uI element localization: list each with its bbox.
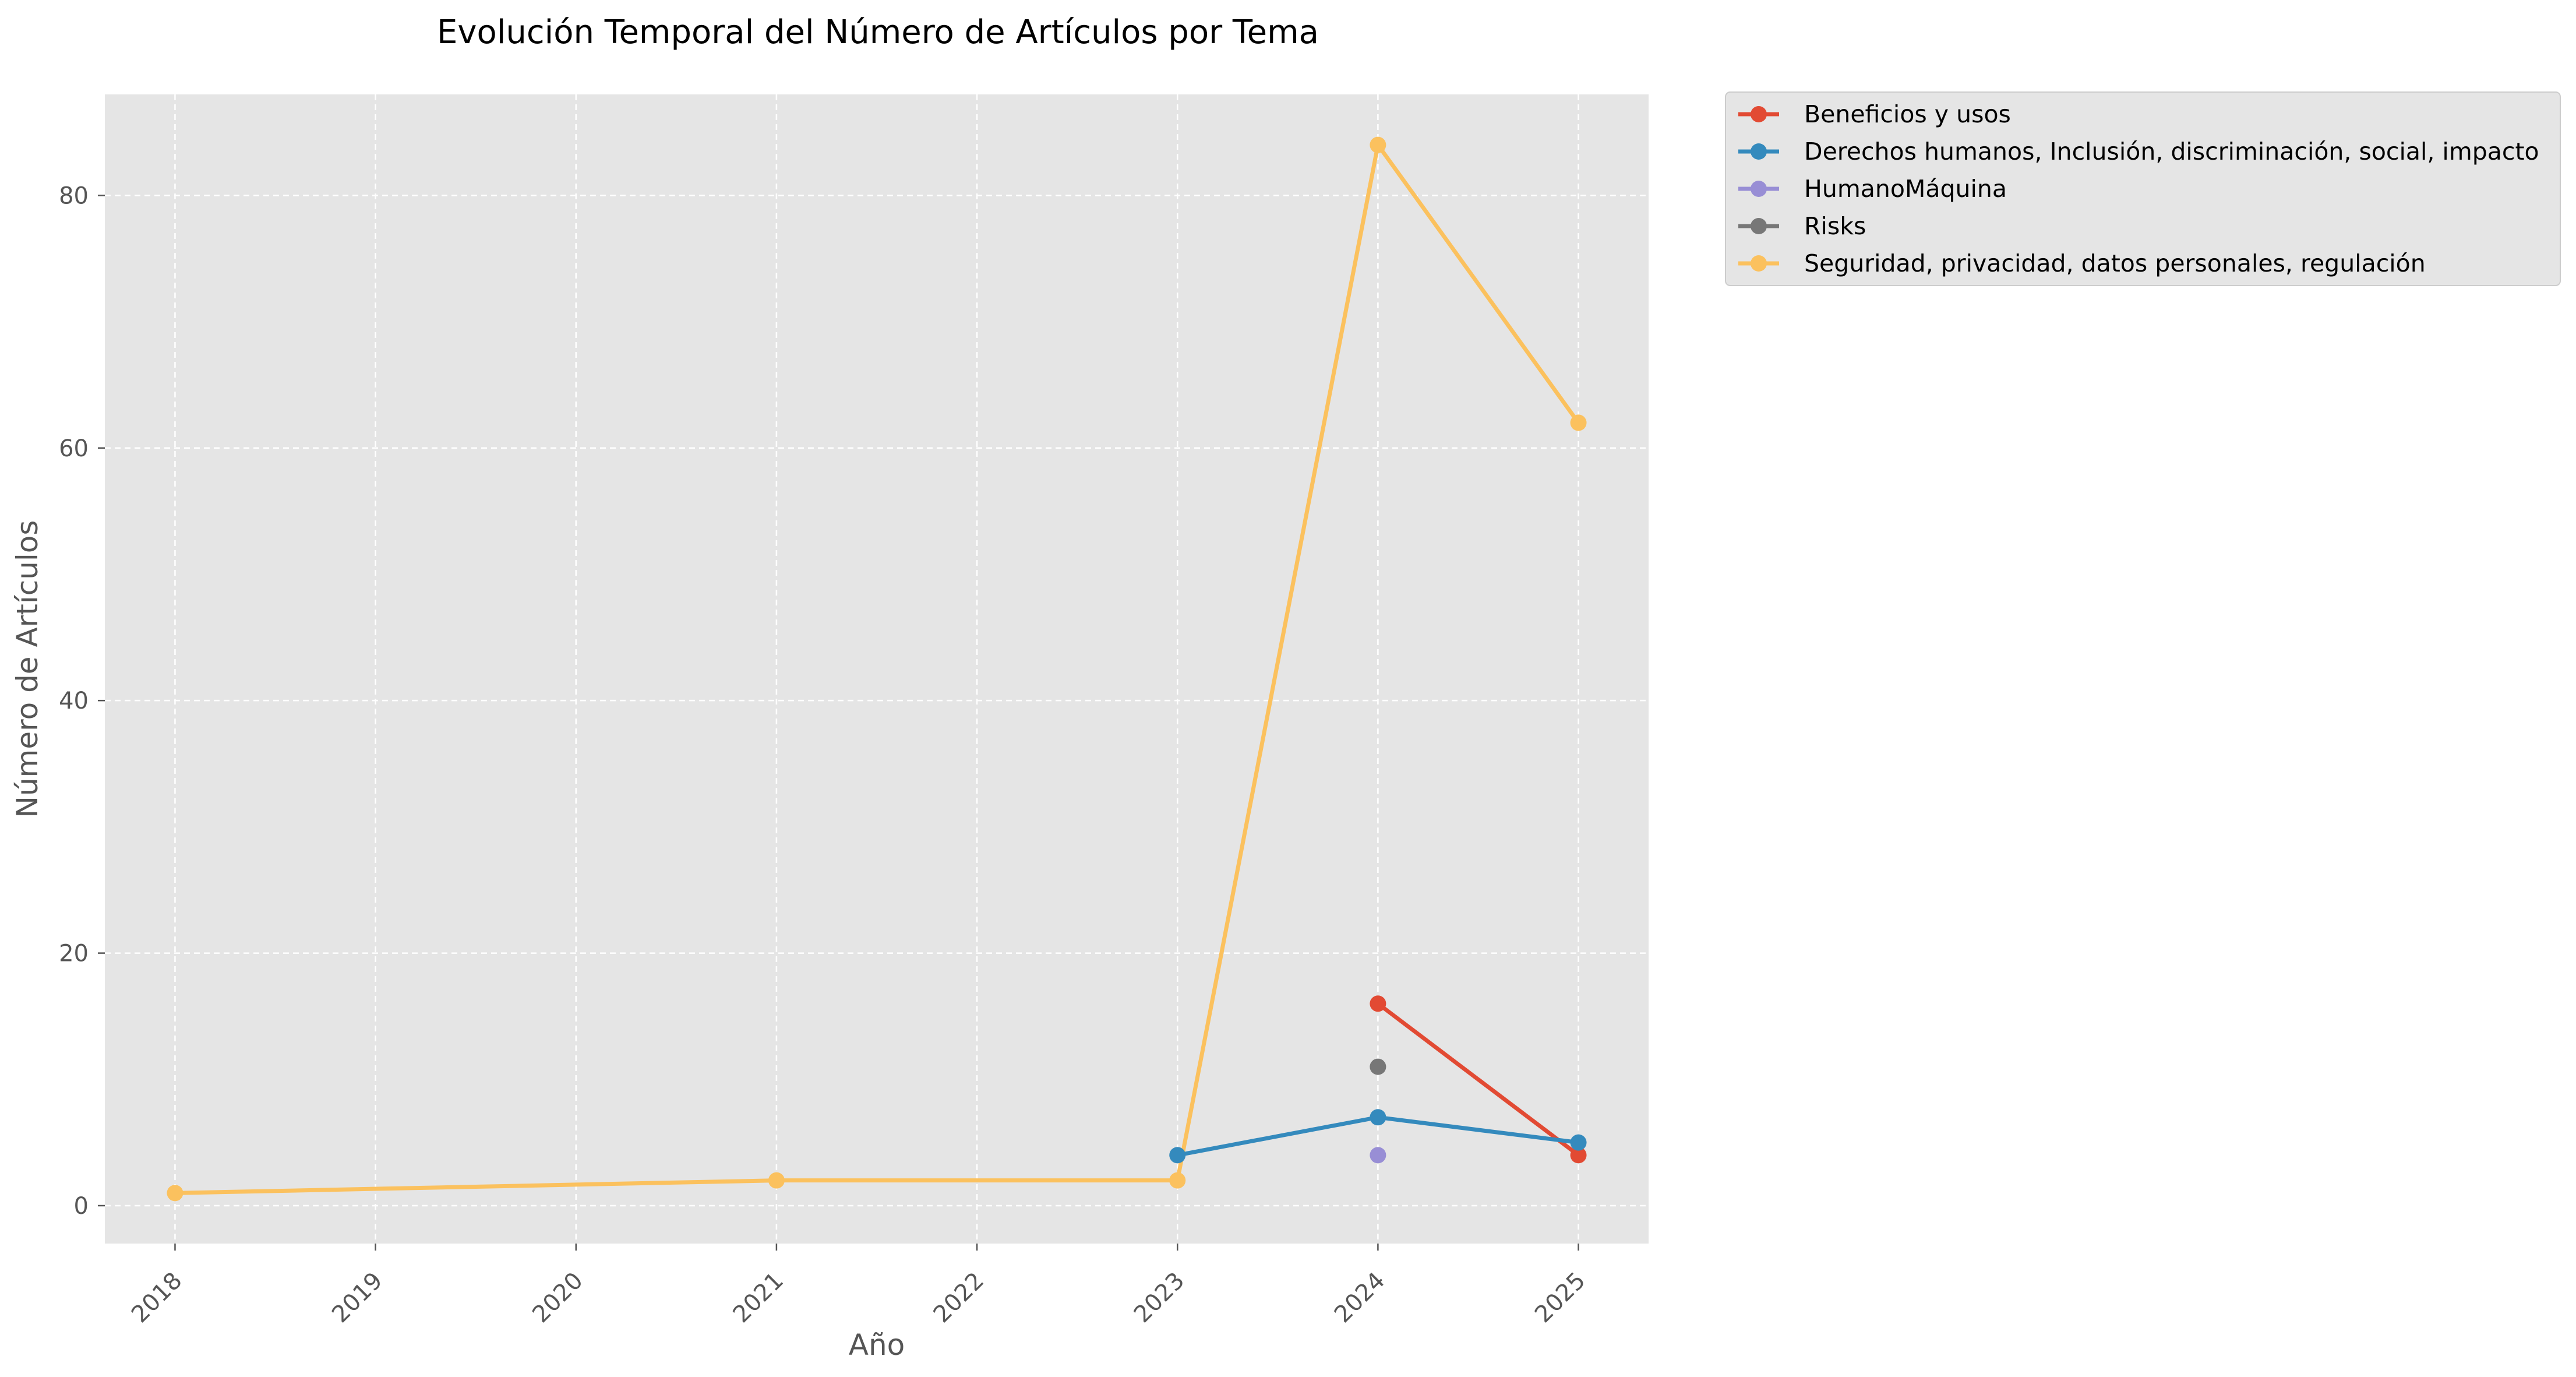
legend-label: HumanoMáquina: [1804, 175, 2007, 203]
legend-label: Beneficios y usos: [1804, 100, 2011, 128]
x-axis-label: Año: [849, 1328, 905, 1362]
y-tick-label: 0: [74, 1193, 89, 1220]
legend-label: Seguridad, privacidad, datos personales,…: [1804, 249, 2426, 277]
y-axis-ticks: 0 20 40 60 80: [59, 182, 105, 1220]
series-points: [167, 136, 1587, 1202]
data-point-beneficios-y-usos: [1570, 1147, 1587, 1164]
chart-title: Evolución Temporal del Número de Artícul…: [437, 13, 1319, 51]
data-point-derechos-humanos-inclusion-discriminacion-social-impacto: [1570, 1134, 1587, 1151]
x-tick-label: 2019: [327, 1267, 388, 1329]
plot-area: [105, 94, 1649, 1244]
y-tick-label: 40: [59, 688, 89, 714]
data-point-derechos-humanos-inclusion-discriminacion-social-impacto: [1370, 1109, 1386, 1126]
legend-swatch-marker: [1751, 255, 1767, 272]
x-tick-label: 2021: [728, 1267, 789, 1329]
y-tick-label: 20: [59, 941, 89, 967]
data-point-seguridad-privacidad-datos-personales-regulacion: [1370, 136, 1386, 153]
data-point-humanomaquina: [1370, 1147, 1386, 1164]
data-point-risks: [1370, 1058, 1386, 1075]
data-point-seguridad-privacidad-datos-personales-regulacion: [1169, 1172, 1186, 1189]
data-point-seguridad-privacidad-datos-personales-regulacion: [1570, 414, 1587, 431]
y-tick-label: 60: [59, 435, 89, 462]
x-tick-label: 2020: [527, 1267, 588, 1329]
legend: Beneficios y usos Derechos humanos, Inclu…: [1725, 91, 2561, 286]
legend-box: [1725, 91, 2561, 286]
legend-swatch-marker: [1751, 181, 1767, 197]
x-tick-label: 2025: [1530, 1267, 1591, 1329]
legend-swatch-marker: [1751, 143, 1767, 160]
grid-lines: [105, 94, 1649, 1244]
data-point-seguridad-privacidad-datos-personales-regulacion: [167, 1185, 184, 1202]
y-axis-label: Número de Artículos: [10, 520, 44, 818]
x-tick-label: 2024: [1329, 1267, 1391, 1329]
data-point-seguridad-privacidad-datos-personales-regulacion: [768, 1172, 785, 1189]
legend-swatch-marker: [1751, 218, 1767, 234]
legend-label: Risks: [1804, 212, 1866, 240]
data-point-beneficios-y-usos: [1370, 995, 1386, 1012]
x-axis-ticks: 2018 2019 2020 2021 2022 2023 2024 2025: [126, 1244, 1591, 1328]
x-tick-label: 2022: [929, 1267, 990, 1329]
legend-swatch-marker: [1751, 106, 1767, 122]
series-line-beneficios-y-usos: [1377, 1002, 1580, 1157]
x-tick-label: 2018: [126, 1267, 188, 1329]
x-tick-label: 2023: [1129, 1267, 1190, 1329]
y-tick-label: 80: [59, 182, 89, 209]
data-point-derechos-humanos-inclusion-discriminacion-social-impacto: [1169, 1147, 1186, 1164]
legend-label: Derechos humanos, Inclusión, discriminac…: [1804, 138, 2539, 165]
